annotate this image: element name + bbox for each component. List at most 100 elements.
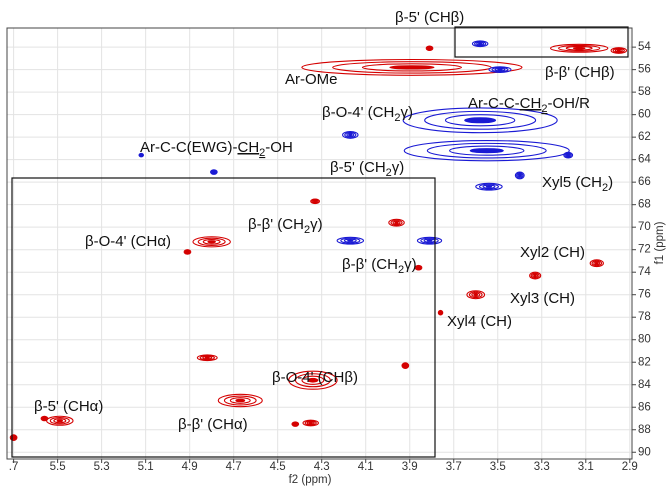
contour-ring [294, 423, 297, 426]
contour-ring [207, 240, 216, 244]
x-tick-label: 5.3 [94, 461, 110, 473]
contour-ring [140, 154, 143, 157]
contour-ring [427, 46, 432, 50]
annotation: Ar-C-C-CH2-OH/R [468, 95, 590, 115]
annotation-part: CH [520, 95, 542, 112]
annotation: β-O-4' (CH2γ) [322, 104, 413, 124]
annotation-part: γ) [400, 104, 413, 121]
annotation-part: γ) [392, 159, 405, 176]
peak [425, 45, 434, 52]
annotation-part: 2 [394, 112, 400, 124]
annotation: β-β' (CH2γ) [342, 256, 417, 276]
contour-ring [593, 261, 601, 266]
annotation: Xyl4 (CH) [447, 313, 512, 330]
annotation: Xyl2 (CH) [520, 244, 585, 261]
contour-ring [530, 272, 540, 279]
contour-ring [415, 265, 422, 270]
contour-ring [304, 420, 317, 426]
annotation: β-5' (CHα) [34, 398, 103, 415]
ticks: .7 5.5 5.3 5.1 4.9 4.7 4.5 4.3 4.1 3.9 3.7 3.5 3.3 3.… [9, 41, 652, 473]
annotation-part: β-5' (CHβ) [395, 9, 464, 26]
contour-ring [347, 239, 354, 242]
peak [589, 259, 604, 268]
y-tick-label: 72 [638, 244, 651, 256]
contour-ring [417, 266, 420, 269]
peak [310, 198, 321, 205]
annotation: β-O-4' (CHβ) [272, 369, 358, 386]
x-tick-label: 5.5 [50, 461, 66, 473]
annotations: β-5' (CHβ) Ar-OMe β-β' (CHβ) β-O-4' (CH2γ) A… [34, 9, 615, 433]
peak [9, 434, 18, 441]
annotation-part: β-β' (CHα) [178, 416, 248, 433]
annotation-part: β-O-4' (CHα) [85, 233, 171, 250]
contour-ring [292, 421, 299, 427]
contour-ring [438, 311, 443, 315]
contour-ring [566, 154, 570, 157]
annotation: β-β' (CH2γ) [248, 216, 323, 236]
contour-ring [210, 169, 217, 175]
peak [210, 169, 218, 175]
y-tick-label: 74 [638, 266, 651, 278]
peak [40, 415, 49, 422]
contour-ring [426, 142, 547, 159]
contour-ring [394, 221, 399, 224]
peak [302, 419, 319, 427]
contour-ring [43, 417, 46, 420]
contour-ring [184, 249, 191, 255]
contour-ring [348, 133, 353, 137]
y-tick-label: 58 [638, 86, 651, 98]
x-tick-label: 2.9 [622, 461, 638, 473]
contour-ring [469, 148, 504, 154]
contour-ring [473, 293, 479, 297]
contour-ring [565, 45, 593, 51]
y-tick-label: 60 [638, 109, 651, 121]
annotation: Xyl3 (CH) [510, 290, 575, 307]
contour-ring [340, 237, 361, 244]
annotation-part: Xyl5 (CH [542, 174, 602, 191]
y-tick-label: 66 [638, 176, 651, 188]
contour-ring [438, 310, 443, 315]
contour-ring [518, 174, 522, 177]
annotation-part: 2 [386, 167, 392, 179]
peak [403, 139, 570, 162]
peak [291, 421, 300, 427]
contour-ring [293, 422, 298, 426]
annotation-part: β-5' (CHα) [34, 398, 103, 415]
annotation: Ar-C-C(EWG)-CH2-OH [140, 139, 293, 159]
annotation: β-β' (CHβ) [545, 64, 615, 81]
region-box [11, 177, 436, 458]
contour-ring [392, 220, 401, 225]
contour-ring [197, 237, 226, 247]
y-tick-label: 82 [638, 356, 651, 368]
peak [196, 354, 218, 362]
contour-ring [532, 273, 539, 278]
y-tick-label: 54 [638, 41, 651, 53]
annotation-part: -OH/R [547, 95, 590, 112]
contour-ring [565, 153, 571, 157]
annotation: β-β' (CHα) [178, 416, 248, 433]
contour-ring [53, 418, 67, 424]
plot-frame [6, 27, 633, 460]
contour-ring [478, 183, 500, 190]
annotation-part: Ar-OMe [285, 71, 338, 88]
contour-ring [185, 250, 190, 254]
annotation-part: Ar-C-C- [468, 95, 520, 112]
peak [529, 271, 542, 280]
contour-ring [344, 131, 357, 138]
contour-ring [390, 219, 403, 226]
y-tick-label: 64 [638, 154, 651, 166]
annotation-part: Ar-C-C(EWG)- [140, 139, 237, 156]
contour-ring [346, 132, 355, 137]
contour-ring [533, 274, 537, 277]
x-tick-label: 4.9 [182, 461, 198, 473]
contour-ring [211, 170, 216, 174]
contour-ring [307, 377, 319, 383]
y-tick-label: 80 [638, 334, 651, 346]
contour-ring [482, 184, 496, 189]
y-tick-label: 62 [638, 131, 651, 143]
peak [488, 66, 512, 74]
contour-ring [41, 416, 48, 421]
contour-ring [439, 311, 442, 314]
contour-ring [403, 363, 408, 368]
x-tick-label: 3.3 [534, 461, 550, 473]
